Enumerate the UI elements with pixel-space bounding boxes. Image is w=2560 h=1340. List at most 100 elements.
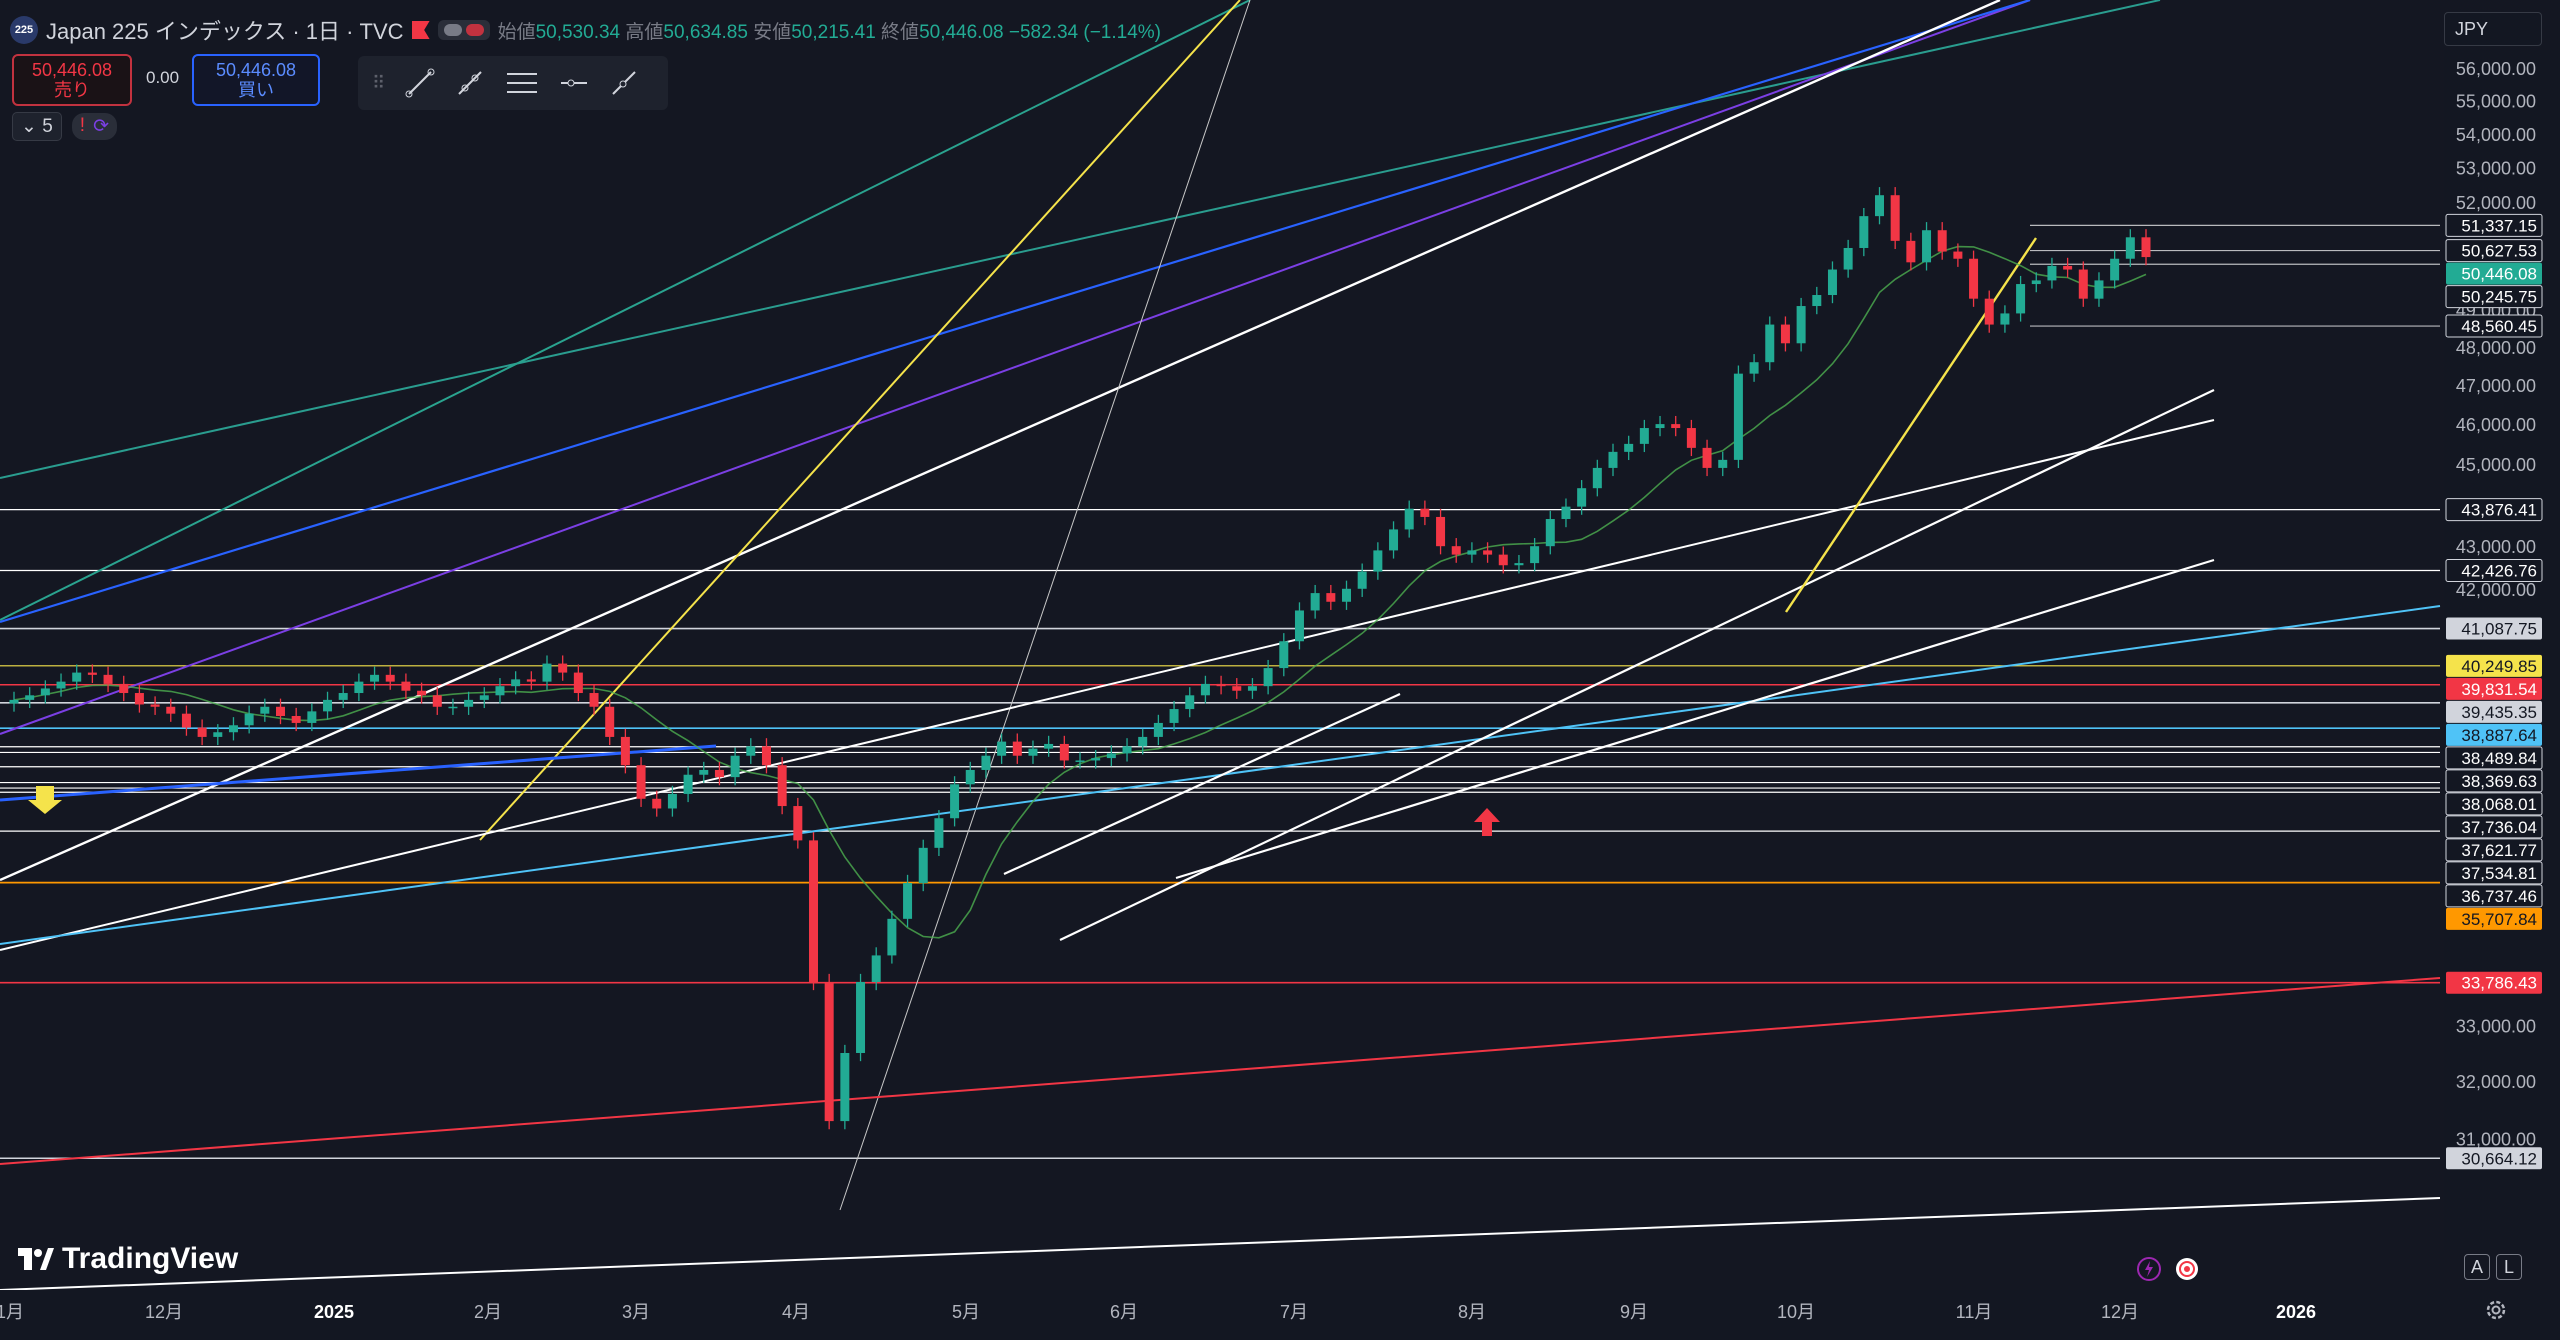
candle-body [1373,550,1383,572]
candle-body [1639,428,1649,444]
currency-selector[interactable]: JPY [2444,12,2542,46]
record-icon[interactable] [2174,1256,2200,1282]
candle-body [809,840,818,982]
price-tick-label: 45,000.00 [2456,455,2536,475]
visibility-toggle[interactable] [437,20,490,40]
buy-button[interactable]: 50,446.08 買い [192,54,320,106]
minus-icon [443,24,462,36]
candle-body [1091,758,1101,761]
ray-icon[interactable] [455,68,485,98]
candle-body [699,769,709,775]
candle-body [542,663,552,682]
candle-body [965,769,975,785]
candle-body [401,681,411,691]
trend-line [0,0,2001,882]
ohlc-values: 始値50,530.34 高値50,634.85 安値50,215.41 終値50… [497,21,1161,43]
price-label-box [2445,285,2543,309]
candle-body [2078,269,2088,299]
price-label: 39,831.54 [2461,680,2537,699]
candle-body [1890,195,1900,241]
price-label: 37,534.81 [2461,864,2537,883]
sell-button[interactable]: 50,446.08 売り [12,54,132,106]
candle-body [1216,683,1226,687]
candle-body [1075,760,1085,762]
candle-body [2031,280,2041,285]
trend-line [0,0,2031,624]
price-label: 33,786.43 [2461,974,2537,993]
extended-line-icon[interactable] [609,68,639,98]
trend-line [479,0,1241,841]
candle-body [2000,313,2010,325]
candle-body [1326,593,1336,602]
replay-icon[interactable] [2136,1256,2162,1282]
candle-body [1765,324,1775,363]
time-axis-bg [0,1290,2560,1340]
price-label-box [2446,654,2542,677]
grip-icon[interactable]: ⠿ [372,72,386,93]
layers-toggle[interactable]: ⌄ 5 [12,112,62,141]
trend-line [0,0,2031,735]
candle-body [1827,269,1837,296]
candle-body [683,774,693,794]
time-tick-label: 4月 [782,1302,810,1322]
price-label: 43,876.41 [2461,501,2537,520]
symbol-title[interactable]: Japan 225 インデックス · 1日 · TVC [46,19,404,44]
horizontal-line-icon[interactable] [559,68,589,98]
buy-label: 買い [238,80,274,100]
auto-scale-button[interactable]: A [2464,1254,2490,1280]
candle-body [1420,508,1430,517]
symbol-badge[interactable]: 225 [10,16,38,44]
price-tick-label: 54,000.00 [2456,125,2536,145]
trend-line-icon[interactable] [405,68,435,98]
ma-line [13,245,2147,939]
price-label: 38,369.63 [2461,772,2537,791]
drawing-toolbar: ⠿ [358,56,668,110]
time-tick-label: 8月 [1458,1302,1486,1322]
price-label-box [2446,700,2542,723]
yellow-down-arrow [28,786,62,814]
candle-body [981,755,991,770]
parallel-channel-icon[interactable] [505,68,539,98]
candle-body [1655,424,1665,429]
trend-line [1175,558,2215,880]
price-tick-label: 43,000.00 [2456,537,2536,557]
candle-body [997,741,1007,756]
candle-body [103,674,113,684]
layer-status-icons[interactable]: ! ⟳ [71,113,117,140]
candle-body [1812,295,1822,307]
candle-body [1686,428,1696,448]
candle-body [1106,753,1116,759]
price-label: 38,068.01 [2461,795,2537,814]
gear-icon[interactable] [2482,1296,2510,1324]
candle-body [1247,686,1257,691]
candle-body [777,765,787,807]
price-label: 39,435.35 [2461,703,2537,722]
candle-body [840,1052,850,1122]
tradingview-logo[interactable]: TradingView [18,1242,238,1276]
candle-body [56,681,66,689]
candle-body [87,672,97,675]
trend-line [0,419,2215,951]
price-label-box [2445,792,2543,816]
log-scale-button[interactable]: L [2496,1254,2522,1280]
candle-body [213,732,223,737]
candle-body [1404,508,1414,530]
indicator-layers: ⌄ 5 ! ⟳ [12,112,117,141]
candle-body [1733,373,1743,460]
candle-body [1969,258,1979,299]
chart-header: 225 Japan 225 インデックス · 1日 · TVC 始値50,530… [10,12,1161,48]
candle-body [526,679,536,682]
tradingview-logo-icon [18,1248,54,1270]
flag-icon[interactable] [411,21,430,39]
candle-body [2016,284,2026,314]
candle-body [1389,529,1399,551]
candle-body [2047,265,2057,281]
candle-body [1843,247,1853,270]
candle-body [918,847,928,883]
candle-body [761,746,771,766]
price-label: 50,446.08 [2461,265,2537,284]
candle-body [1059,743,1069,761]
time-tick-label: 7月 [1280,1302,1308,1322]
time-axis: 1月 12月 2025 2月 3月 4月 5月 6月 7月 8月 9月 10月 11月 12月 2026 [0,1290,2560,1340]
